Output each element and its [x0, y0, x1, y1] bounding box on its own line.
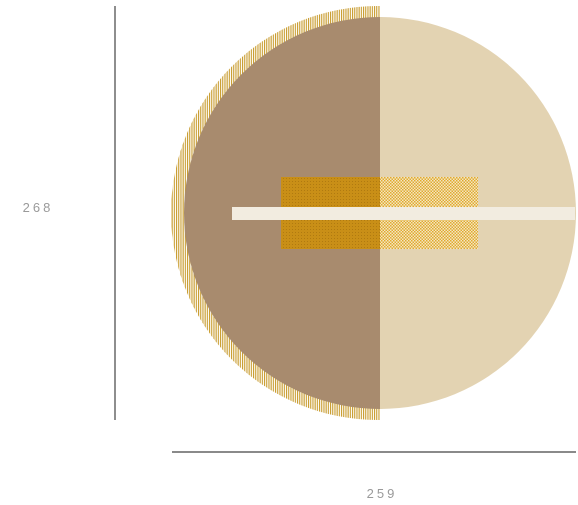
horizontal-bar [232, 207, 575, 220]
width-dimension-label: 259 [367, 486, 398, 501]
height-dimension-label: 268 [23, 200, 54, 215]
